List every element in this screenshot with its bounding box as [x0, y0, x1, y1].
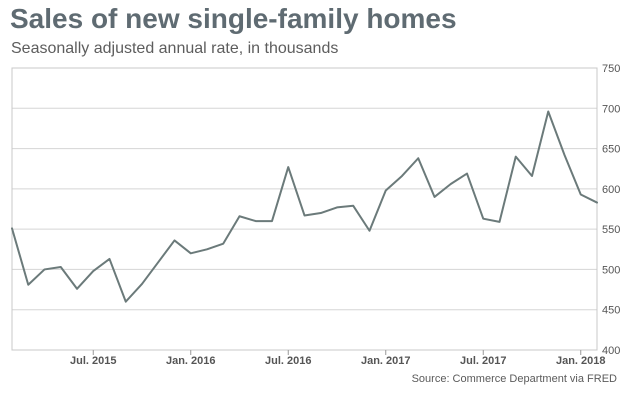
data-point — [433, 195, 437, 199]
data-point — [319, 211, 323, 215]
series-group — [10, 110, 599, 304]
data-point — [286, 165, 290, 169]
data-point — [416, 156, 420, 160]
data-point — [400, 174, 404, 178]
y-tick-label-650: 650 — [602, 144, 620, 156]
data-point — [124, 300, 128, 304]
data-point — [75, 287, 79, 291]
data-point — [221, 242, 225, 246]
chart-title: Sales of new single-family homes — [10, 3, 457, 34]
data-point — [254, 219, 258, 223]
y-tick-label-550: 550 — [602, 224, 620, 236]
data-point — [173, 238, 177, 242]
y-axis: 400 450 500 550 600 650 700 750 — [602, 63, 620, 357]
x-tick-label: Jan. 2016 — [166, 355, 216, 367]
plot-frame — [11, 67, 598, 351]
data-point — [189, 251, 193, 255]
y-tick-label-600: 600 — [602, 184, 620, 196]
chart-subtitle: Seasonally adjusted annual rate, in thou… — [11, 40, 339, 57]
data-point — [335, 205, 339, 209]
data-point — [530, 174, 534, 178]
data-point — [270, 219, 274, 223]
x-axis: Jul. 2015 Jan. 2016 Jul. 2016 Jan. 2017 Jul.… — [70, 350, 606, 367]
data-point — [91, 269, 95, 273]
data-point — [595, 201, 599, 205]
data-point — [563, 153, 567, 157]
y-tick-label-500: 500 — [602, 264, 620, 276]
x-tick-label: Jul. 2017 — [460, 355, 506, 367]
gridlines — [12, 107, 597, 311]
data-point — [579, 192, 583, 196]
data-point — [303, 213, 307, 217]
data-point — [481, 217, 485, 221]
y-tick-label-400: 400 — [602, 345, 620, 357]
data-point — [140, 282, 144, 286]
data-point — [368, 229, 372, 233]
x-tick-label: Jul. 2016 — [265, 355, 311, 367]
data-point — [156, 260, 160, 264]
data-point — [449, 182, 453, 186]
y-tick-label-450: 450 — [602, 305, 620, 317]
data-point — [465, 172, 469, 176]
y-tick-label-700: 700 — [602, 103, 620, 115]
data-point — [546, 110, 550, 114]
x-tick-label: Jan. 2018 — [556, 355, 606, 367]
series-line — [11, 110, 598, 303]
data-point — [351, 204, 355, 208]
data-point — [205, 247, 209, 251]
data-point — [108, 257, 112, 261]
data-point — [43, 267, 47, 271]
data-point — [59, 265, 63, 269]
data-point — [384, 188, 388, 192]
y-tick-label-750: 750 — [602, 63, 620, 75]
data-point — [26, 283, 30, 287]
data-point — [10, 226, 14, 230]
source-note: Source: Commerce Department via FRED — [411, 373, 617, 385]
data-point — [498, 220, 502, 224]
x-tick-label: Jul. 2015 — [70, 355, 116, 367]
data-point — [238, 214, 242, 218]
data-point — [514, 155, 518, 159]
x-tick-label: Jan. 2017 — [361, 355, 411, 367]
